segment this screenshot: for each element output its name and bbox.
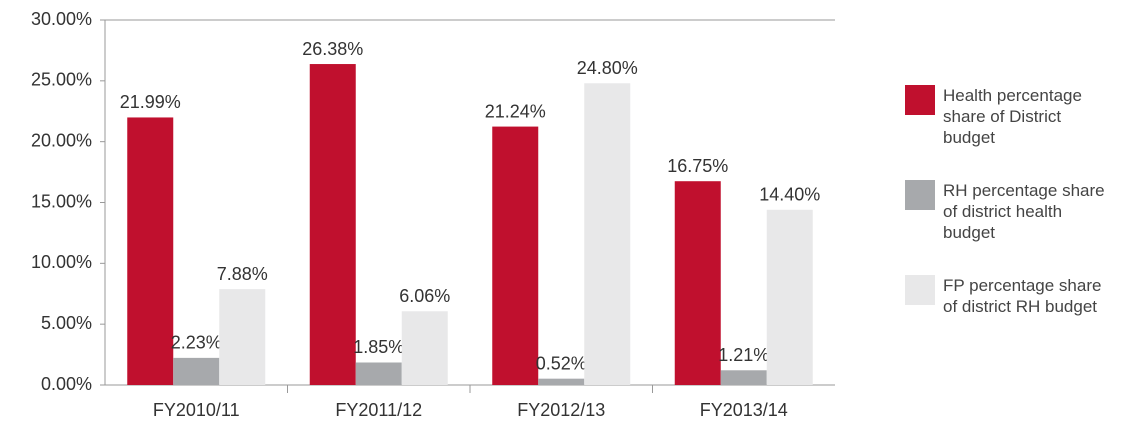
value-label: 2.23% (171, 333, 222, 353)
value-label: 0.52% (536, 353, 587, 373)
value-label: 1.85% (353, 337, 404, 357)
value-label: 26.38% (302, 39, 363, 59)
legend-item: FP percentage share of district RH budge… (905, 275, 1113, 317)
bar (401, 311, 448, 385)
legend-label: FP percentage share of district RH budge… (943, 276, 1102, 316)
value-label: 21.99% (120, 92, 181, 112)
value-label: 7.88% (217, 264, 268, 284)
x-tick-label: FY2012/13 (517, 400, 605, 420)
bar (309, 64, 356, 385)
legend-swatch (905, 180, 935, 210)
bar (219, 289, 266, 385)
bar (584, 83, 631, 386)
bar (674, 181, 721, 385)
y-tick-label: 25.00% (31, 70, 92, 90)
legend-swatch (905, 85, 935, 115)
legend-item: RH percentage share of district health b… (905, 180, 1113, 243)
y-tick-label: 30.00% (31, 9, 92, 29)
bar (766, 209, 813, 385)
value-label: 1.21% (718, 345, 769, 365)
value-label: 21.24% (485, 101, 546, 121)
y-tick-label: 5.00% (41, 313, 92, 333)
value-label: 24.80% (577, 58, 638, 78)
legend-swatch (905, 275, 935, 305)
bar (492, 126, 539, 385)
bar (173, 357, 220, 385)
legend-item: Health percentage share of District budg… (905, 85, 1113, 148)
x-tick-label: FY2011/12 (335, 400, 422, 420)
y-tick-label: 15.00% (31, 191, 92, 211)
bar (355, 362, 402, 385)
legend-label: Health percentage share of District budg… (943, 86, 1082, 147)
bar (538, 378, 585, 385)
bar (720, 370, 767, 385)
y-tick-label: 20.00% (31, 130, 92, 150)
value-label: 14.40% (759, 185, 820, 205)
x-tick-label: FY2013/14 (700, 400, 788, 420)
value-label: 6.06% (399, 286, 450, 306)
bar (127, 117, 174, 385)
y-tick-label: 0.00% (41, 374, 92, 394)
legend-label: RH percentage share of district health b… (943, 181, 1105, 242)
y-tick-label: 10.00% (31, 252, 92, 272)
x-tick-label: FY2010/11 (153, 400, 240, 420)
value-label: 16.75% (667, 156, 728, 176)
